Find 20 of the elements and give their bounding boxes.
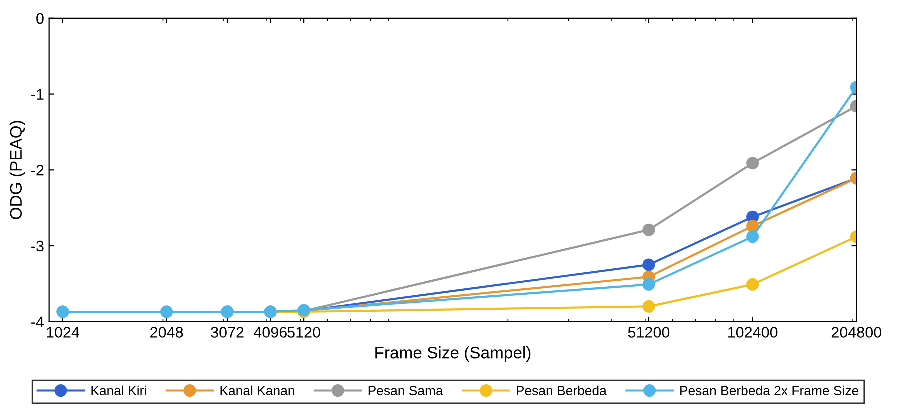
- y-tick-label: -1: [32, 89, 44, 100]
- y-axis-title: ODG (PEAQ): [10, 121, 26, 220]
- x-tick-label: 1024: [47, 327, 80, 338]
- legend-label: Pesan Berbeda: [517, 386, 607, 396]
- legend-label: Kanal Kanan: [220, 386, 294, 396]
- y-tick-label: -2: [32, 165, 44, 176]
- y-tick-label: -3: [32, 240, 44, 252]
- legend-label: Kanal Kiri: [92, 386, 146, 396]
- legend-label: Pesan Berbeda 2x Frame Size: [680, 386, 859, 396]
- x-tick-label: 4096: [254, 327, 287, 338]
- x-tick-label: 204800: [832, 327, 882, 338]
- x-tick-label: 5120: [288, 327, 320, 338]
- x-tick-label: 2048: [150, 327, 184, 338]
- x-tick-label: 51200: [628, 327, 670, 338]
- y-tick-label: 0: [36, 13, 44, 24]
- x-tick-label: 102400: [728, 327, 778, 338]
- y-tick-label: -4: [32, 316, 44, 328]
- legend-label: Pesan Sama: [368, 386, 444, 396]
- x-axis-title: Frame Size (Sampel): [376, 346, 531, 362]
- x-tick-label: 3072: [211, 327, 244, 338]
